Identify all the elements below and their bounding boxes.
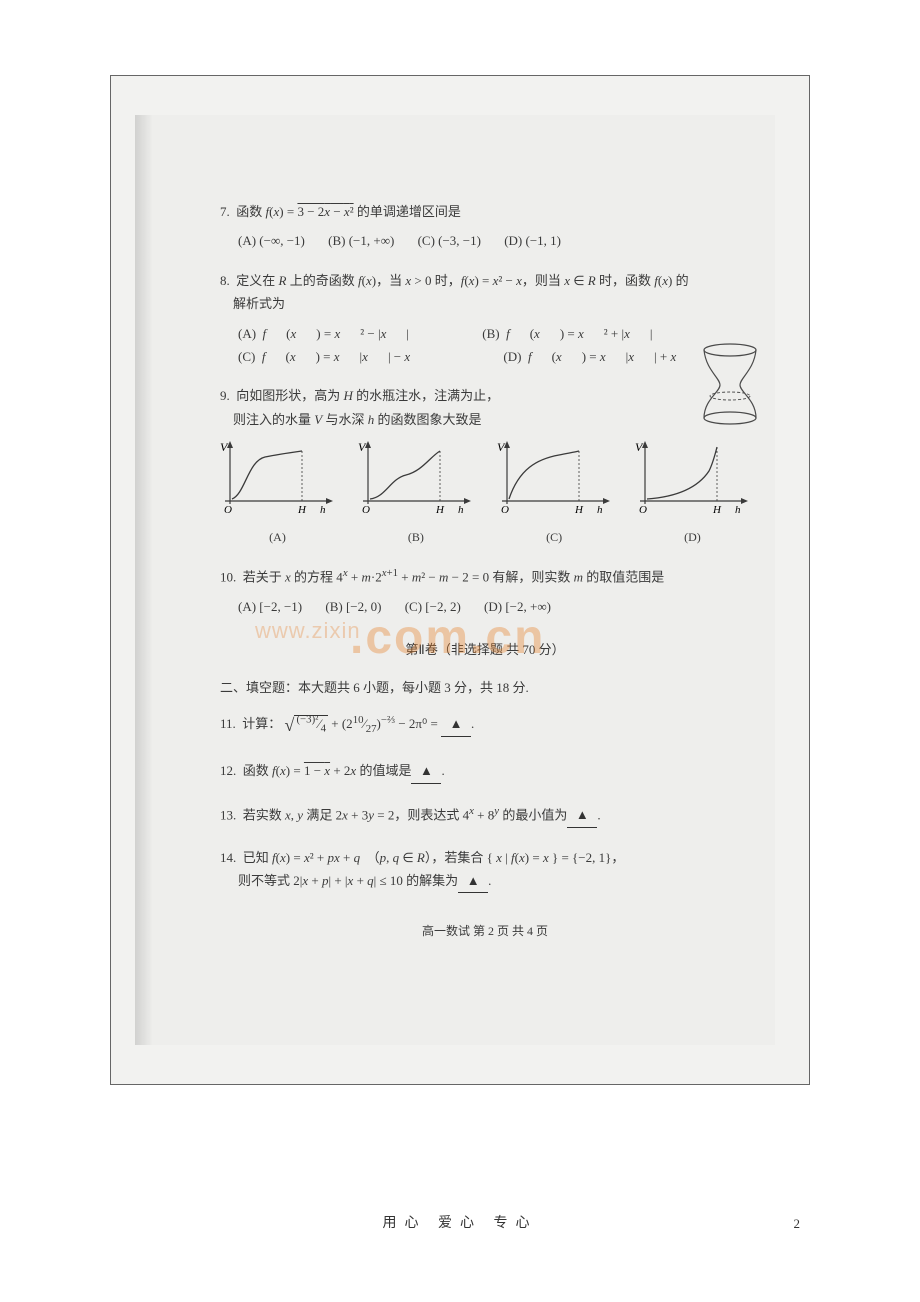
graph-c: V O H h (C): [497, 439, 612, 548]
bottle-diagram: [690, 340, 770, 430]
svg-text:H: H: [574, 504, 584, 516]
question-11: 11. 计算： √(−3)²⁄4 + (210⁄27)−⅔ − 2π⁰ = ▲.: [220, 709, 750, 741]
svg-text:O: O: [639, 504, 647, 516]
question-14: 14. 已知 f(x) = x² + px + q （p, q ∈ R），若集合…: [220, 846, 750, 894]
q7-opt-b: (B) (−1, +∞): [328, 229, 394, 252]
svg-text:O: O: [362, 504, 370, 516]
question-9: 9. 向如图形状，高为 H 的水瓶注水，注满为止， 则注入的水量 V 与水深 h…: [220, 384, 750, 548]
bottom-footer: 用心 爱心 专心: [0, 1212, 920, 1232]
section-2-header: 第Ⅱ卷（非选择题 共 70 分）: [220, 638, 750, 661]
q10-opt-b: (B) [−2, 0): [325, 595, 381, 618]
q10-text: 10. 若关于 x 的方程 4x + m·2x+1 + m² − m − 2 =…: [220, 564, 750, 589]
q14-blank: ▲: [467, 873, 480, 888]
q9-num: 9.: [220, 388, 230, 403]
graph-d-svg: V O H h: [635, 439, 750, 517]
q10-opt-c: (C) [−2, 2): [405, 595, 461, 618]
graph-b-svg: V O H h: [358, 439, 473, 517]
svg-text:O: O: [501, 504, 509, 516]
question-12: 12. 函数 f(x) = 1 − x + 2x 的值域是 ▲ .: [220, 759, 750, 783]
graph-a-svg: V O H h: [220, 439, 335, 517]
graph-a-label: (A): [220, 527, 335, 549]
q8-text: 8. 定义在 R 上的奇函数 f(x)，当 x > 0 时，f(x) = x² …: [220, 269, 750, 316]
svg-text:H: H: [712, 504, 722, 516]
q9-graphs: V O H h (A) V O H h: [220, 439, 750, 548]
svg-text:H: H: [435, 504, 445, 516]
question-13: 13. 若实数 x, y 满足 2x + 3y = 2，则表达式 4x + 8y…: [220, 802, 750, 828]
page-footer: 高一数试 第 2 页 共 4 页: [220, 921, 750, 943]
svg-text:H: H: [297, 504, 307, 516]
question-8: 8. 定义在 R 上的奇函数 f(x)，当 x > 0 时，f(x) = x² …: [220, 269, 750, 369]
q11-blank: ▲: [450, 716, 463, 731]
svg-text:h: h: [735, 504, 741, 516]
page-number: 2: [794, 1216, 801, 1232]
q10-options: (A) [−2, −1) (B) [−2, 0) (C) [−2, 2) (D)…: [220, 595, 750, 618]
q9-text: 9. 向如图形状，高为 H 的水瓶注水，注满为止， 则注入的水量 V 与水深 h…: [220, 384, 560, 431]
graph-d: V O H h (D): [635, 439, 750, 548]
q14-suffix: .: [488, 873, 491, 888]
q13-num: 13.: [220, 807, 236, 822]
q8-opt-b: (B) f(x) = x² + |x|: [482, 322, 652, 345]
q7-num: 7.: [220, 204, 230, 219]
q11-suffix: .: [471, 716, 474, 731]
graph-c-svg: V O H h: [497, 439, 612, 517]
graph-a: V O H h (A): [220, 439, 335, 548]
graph-c-label: (C): [497, 527, 612, 549]
svg-text:h: h: [458, 504, 464, 516]
q7-opt-d: (D) (−1, 1): [504, 229, 561, 252]
graph-b-label: (B): [358, 527, 473, 549]
q12-num: 12.: [220, 763, 236, 778]
q8-options: (A) f(x) = x² − |x| (B) f(x) = x² + |x| …: [220, 322, 750, 369]
q8-num: 8.: [220, 273, 230, 288]
q14-num: 14.: [220, 850, 236, 865]
q12-blank: ▲: [420, 763, 433, 778]
question-7: 7. 函数 f(x) = 3 − 2x − x² 的单调递增区间是 (A) (−…: [220, 200, 750, 253]
svg-text:h: h: [320, 504, 326, 516]
q7-opt-c: (C) (−3, −1): [418, 229, 481, 252]
q8-opt-d: (D) f(x) = x|x| + x: [503, 345, 696, 368]
q8-opt-c: (C) f(x) = x|x| − x: [238, 345, 430, 368]
q10-opt-a: (A) [−2, −1): [238, 595, 302, 618]
fill-instructions: 二、填空题：本大题共 6 小题，每小题 3 分，共 18 分.: [220, 676, 750, 699]
q12-suffix: .: [441, 763, 444, 778]
q10-num: 10.: [220, 569, 236, 584]
q7-options: (A) (−∞, −1) (B) (−1, +∞) (C) (−3, −1) (…: [220, 229, 750, 252]
graph-d-label: (D): [635, 527, 750, 549]
graph-b: V O H h (B): [358, 439, 473, 548]
question-10: 10. 若关于 x 的方程 4x + m·2x+1 + m² − m − 2 =…: [220, 564, 750, 618]
exam-content: 7. 函数 f(x) = 3 − 2x − x² 的单调递增区间是 (A) (−…: [220, 200, 750, 943]
svg-text:h: h: [597, 504, 603, 516]
q7-text: 7. 函数 f(x) = 3 − 2x − x² 的单调递增区间是: [220, 200, 750, 223]
q10-opt-d: (D) [−2, +∞): [484, 595, 551, 618]
q13-suffix: .: [597, 807, 600, 822]
q8-opt-a: (A) f(x) = x² − |x|: [238, 322, 409, 345]
q7-opt-a: (A) (−∞, −1): [238, 229, 305, 252]
q11-num: 11.: [220, 716, 236, 731]
svg-text:O: O: [224, 504, 232, 516]
q13-blank: ▲: [576, 807, 589, 822]
